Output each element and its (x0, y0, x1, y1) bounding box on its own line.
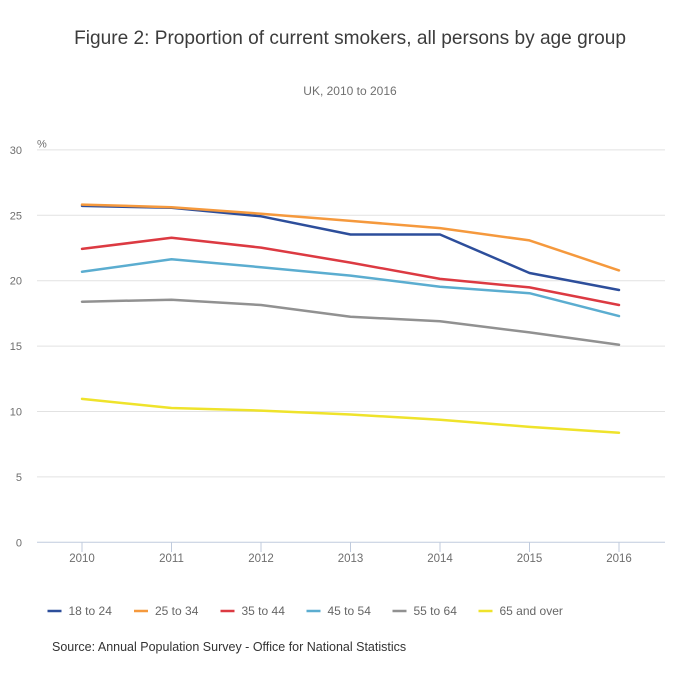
svg-text:2016: 2016 (606, 553, 632, 565)
svg-text:65 and over: 65 and over (500, 604, 563, 618)
svg-text:10: 10 (10, 407, 22, 419)
svg-text:2012: 2012 (248, 553, 274, 565)
svg-text:%: % (37, 139, 47, 151)
svg-text:15: 15 (10, 341, 22, 353)
svg-text:2010: 2010 (69, 553, 95, 565)
svg-text:2013: 2013 (338, 553, 364, 565)
svg-text:35 to 44: 35 to 44 (242, 604, 286, 618)
svg-text:Figure 2: Proportion of curren: Figure 2: Proportion of current smokers,… (74, 28, 626, 49)
svg-text:0: 0 (16, 537, 22, 549)
svg-text:2015: 2015 (517, 553, 543, 565)
svg-text:25: 25 (10, 210, 22, 222)
svg-text:UK, 2010 to 2016: UK, 2010 to 2016 (303, 84, 397, 98)
svg-text:2014: 2014 (427, 553, 453, 565)
svg-text:2011: 2011 (159, 553, 184, 565)
svg-text:45 to 54: 45 to 54 (328, 604, 372, 618)
svg-text:5: 5 (16, 472, 22, 484)
svg-text:30: 30 (10, 145, 22, 157)
svg-text:18 to 24: 18 to 24 (69, 604, 113, 618)
svg-text:20: 20 (10, 276, 22, 288)
svg-text:Source: Annual Population Surv: Source: Annual Population Survey - Offic… (52, 640, 406, 654)
svg-text:25 to 34: 25 to 34 (155, 604, 199, 618)
svg-text:55 to 64: 55 to 64 (414, 604, 458, 618)
